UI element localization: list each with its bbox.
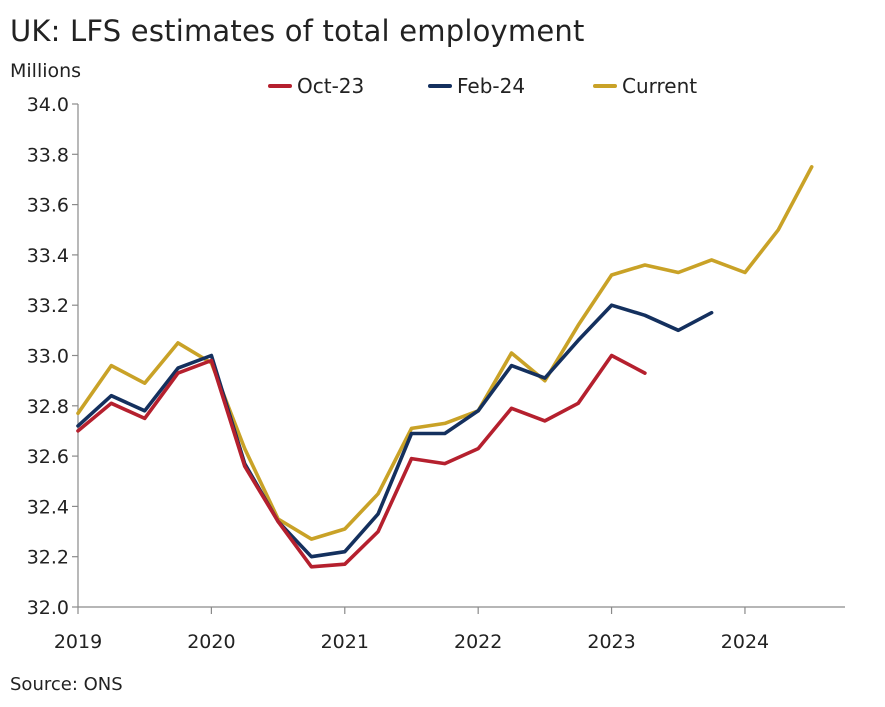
y-tick-label: 33.8 — [27, 144, 69, 166]
x-tick-label: 2024 — [721, 631, 769, 653]
series-lines — [76, 165, 814, 569]
y-tick-label: 33.4 — [27, 245, 69, 267]
legend-label-oct-23: Oct-23 — [297, 74, 364, 98]
y-tick-label: 32.6 — [27, 446, 69, 468]
chart-title: UK: LFS estimates of total employment — [10, 14, 585, 48]
y-tick-label: 33.6 — [27, 195, 69, 217]
legend-label-feb-24: Feb-24 — [457, 74, 525, 98]
y-tick-label: 33.2 — [27, 295, 69, 317]
legend: Oct-23 Feb-24 Current — [268, 74, 697, 98]
series-line-feb-24 — [76, 303, 714, 559]
series-line-current — [76, 165, 814, 541]
y-tick-label: 32.0 — [27, 597, 69, 619]
series-line-oct-23 — [76, 353, 647, 569]
x-tick-label: 2022 — [454, 631, 502, 653]
source-note: Source: ONS — [10, 674, 123, 695]
y-tick-label: 33.0 — [27, 346, 69, 368]
y-tick-label: 32.4 — [27, 496, 69, 518]
x-tick-label: 2019 — [54, 631, 102, 653]
y-tick-label: 32.2 — [27, 547, 69, 569]
y-tick-label: 32.8 — [27, 396, 69, 418]
x-tick-label: 2023 — [587, 631, 635, 653]
axes: 32.0 32.2 32.4 32.6 32.8 33.0 33.2 33.4 33.6 33.8… — [27, 94, 845, 653]
x-tick-label: 2021 — [321, 631, 369, 653]
x-tick-label: 2020 — [187, 631, 235, 653]
y-axis-units-label: Millions — [10, 60, 82, 82]
y-tick-label: 34.0 — [27, 94, 69, 116]
legend-label-current: Current — [622, 74, 697, 98]
